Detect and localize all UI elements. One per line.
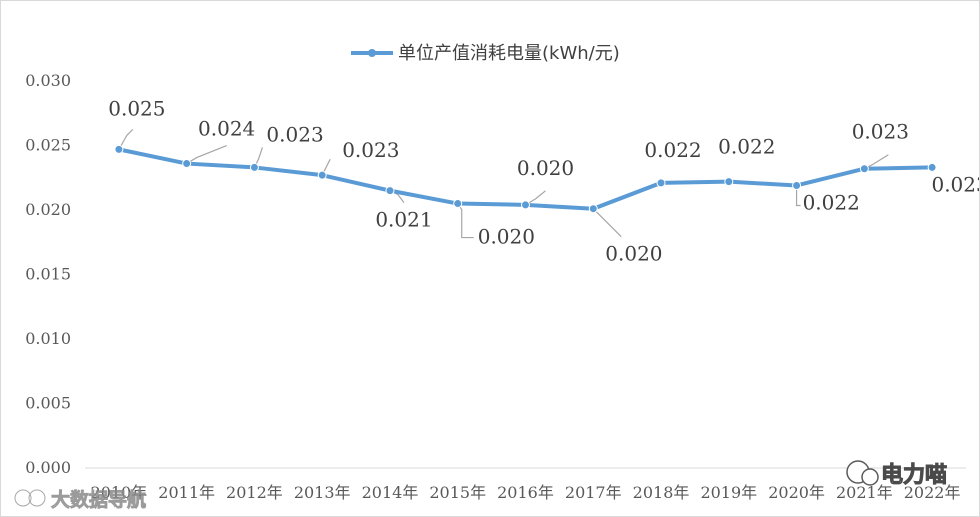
x-tick-label: 2014年 <box>362 483 419 502</box>
series-line-group <box>114 144 937 214</box>
watermark-left-text: 大数据导航 <box>51 488 146 511</box>
watermark-left: 大数据导航 <box>13 488 146 511</box>
x-tick-label: 2021年 <box>836 483 893 502</box>
data-label: 0.022 <box>718 135 775 159</box>
y-tick-label: 0.005 <box>25 394 71 413</box>
data-label: 0.023 <box>342 138 399 162</box>
x-tick-label: 2019年 <box>700 483 757 502</box>
x-tick-label: 2016年 <box>497 483 554 502</box>
data-point <box>114 144 124 154</box>
x-tick-label: 2011年 <box>158 483 215 502</box>
data-label: 0.023 <box>931 172 979 196</box>
data-label: 0.022 <box>644 138 701 162</box>
data-point <box>317 170 327 180</box>
data-label: 0.021 <box>375 208 432 232</box>
x-tick-label: 2017年 <box>565 483 622 502</box>
data-point <box>859 164 869 174</box>
data-label: 0.023 <box>266 122 323 146</box>
y-tick-label: 0.010 <box>25 329 71 348</box>
y-tick-label: 0.025 <box>25 136 71 155</box>
leader-line <box>186 145 227 165</box>
data-label: 0.020 <box>605 242 662 266</box>
data-point <box>588 204 598 214</box>
y-axis: 0.000 0.005 0.010 0.015 0.020 0.025 0.030 <box>25 71 71 477</box>
y-tick-label: 0.020 <box>25 200 71 219</box>
leader-line <box>457 203 474 239</box>
data-label: 0.024 <box>198 117 255 141</box>
legend-point-marker <box>368 49 376 57</box>
leader-line <box>592 208 622 238</box>
x-tick-label: 2010年 <box>91 483 148 502</box>
data-point <box>792 180 802 190</box>
watermark-right: 电力喵 <box>846 460 948 489</box>
legend-label: 单位产值消耗电量(kWh/元) <box>398 43 620 64</box>
data-point <box>656 178 666 188</box>
x-tick-label: 2022年 <box>904 483 961 502</box>
x-tick-label: 2020年 <box>768 483 825 502</box>
data-label: 0.020 <box>478 225 535 249</box>
data-point <box>724 177 734 187</box>
y-tick-label: 0.000 <box>25 458 71 477</box>
data-point <box>453 199 463 209</box>
data-labels: 0.025 0.024 0.023 0.023 0.021 0.020 0.020 0.020… <box>108 96 979 265</box>
x-tick-label: 2018年 <box>633 483 690 502</box>
y-tick-label: 0.030 <box>25 71 71 90</box>
data-point <box>249 162 259 172</box>
data-point <box>182 159 192 169</box>
watermark-right-text: 电力喵 <box>881 463 947 488</box>
data-point <box>521 200 530 210</box>
data-label: 0.023 <box>852 120 909 144</box>
data-label: 0.020 <box>517 156 574 180</box>
x-tick-label: 2013年 <box>294 483 351 502</box>
legend: 单位产值消耗电量(kWh/元) <box>351 43 620 64</box>
leader-line <box>118 128 134 150</box>
x-axis: 2010年 2011年 2012年 2013年 2014年 2015年 2016年 2017年… <box>91 483 961 502</box>
x-tick-label: 2015年 <box>429 483 486 502</box>
y-tick-label: 0.015 <box>25 265 71 284</box>
data-label: 0.022 <box>803 190 860 214</box>
data-label: 0.025 <box>108 96 165 120</box>
data-point <box>927 162 937 172</box>
data-point <box>385 186 395 196</box>
x-tick-label: 2012年 <box>226 483 283 502</box>
